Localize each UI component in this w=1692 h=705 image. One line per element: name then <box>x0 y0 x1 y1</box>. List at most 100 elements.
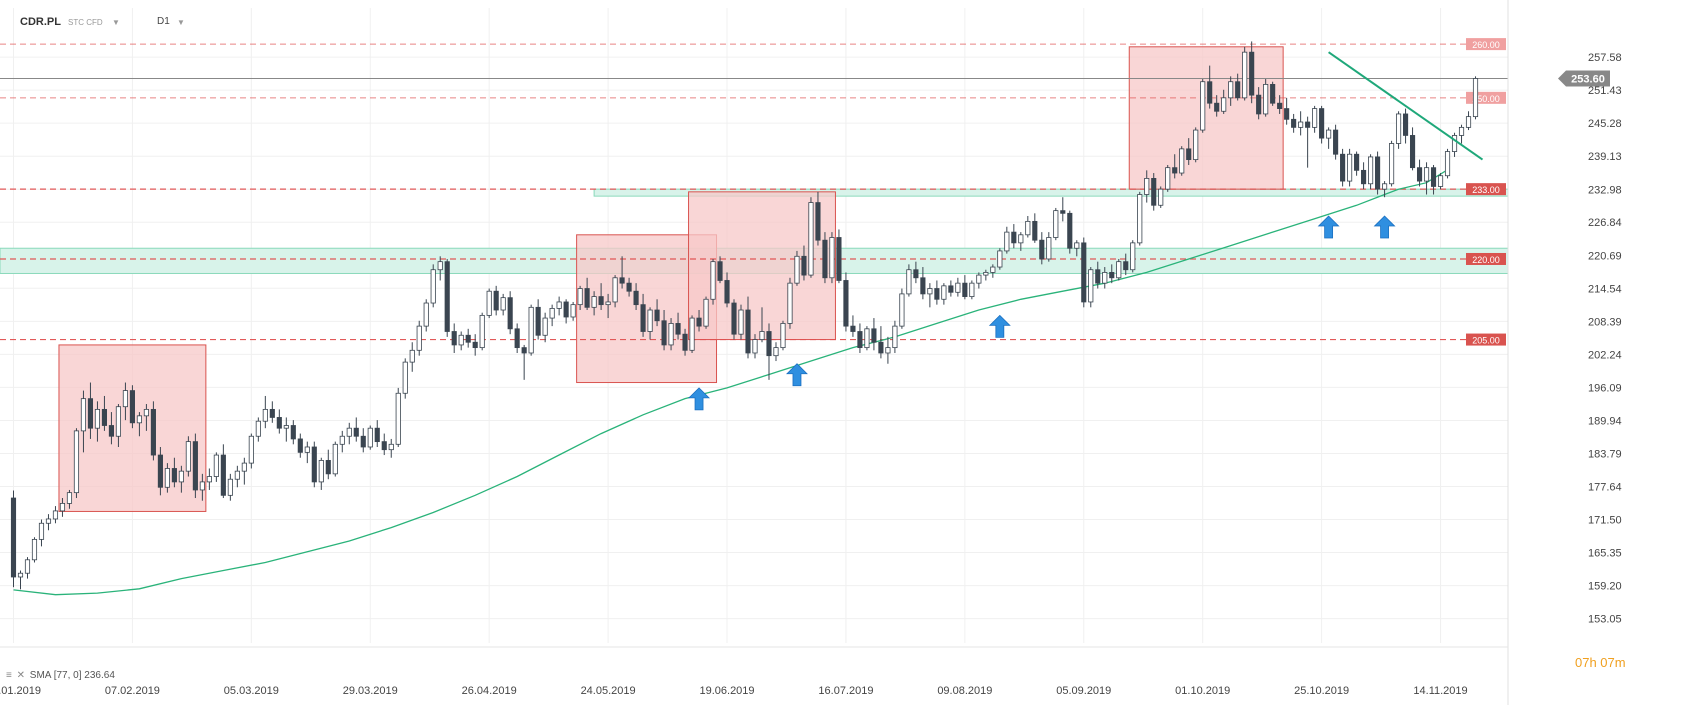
indicator-settings-icon[interactable]: ≡ <box>6 670 12 681</box>
candle-bull <box>1451 135 1458 152</box>
candle-bear <box>290 425 296 440</box>
y-tick-label: 165.35 <box>1588 548 1622 560</box>
x-tick-label: 05.03.2019 <box>224 685 279 697</box>
candle-bull <box>577 288 583 306</box>
candle-bear <box>948 285 954 293</box>
candle-bear <box>584 288 590 308</box>
candle-bull <box>1382 183 1388 190</box>
candle-bull <box>1423 167 1430 182</box>
candle-bear <box>1095 269 1101 284</box>
candle-bear <box>843 280 849 327</box>
candle-bull <box>752 339 758 354</box>
candle-bull <box>710 261 716 300</box>
candle-bull <box>892 325 898 349</box>
timeframe-selector[interactable]: D1 <box>157 16 170 27</box>
candle-bull <box>976 274 982 284</box>
up-arrow-icon <box>688 387 711 411</box>
candle-bear <box>878 341 884 354</box>
candle-bear <box>1032 220 1038 241</box>
candle-bull <box>248 435 254 464</box>
candle-bear <box>465 334 471 343</box>
candle-bull <box>122 390 128 408</box>
up-arrow-icon <box>1373 215 1396 239</box>
candle-bear <box>360 435 366 448</box>
chevron-down-icon[interactable]: ▼ <box>177 18 185 27</box>
candle-bull <box>227 478 233 496</box>
candle-bull <box>213 454 219 477</box>
candle-bear <box>626 282 632 292</box>
candle-bear <box>374 427 380 443</box>
symbol-label[interactable]: CDR.PL <box>20 16 61 28</box>
x-tick-label: 07.02.2019 <box>105 685 160 697</box>
candle-bear <box>1060 210 1066 214</box>
candle-bear <box>451 331 457 346</box>
candle-bull <box>703 298 709 327</box>
candle-bull <box>1298 121 1304 128</box>
candle-bear <box>1291 118 1297 128</box>
candle-bull <box>556 301 562 309</box>
candle-bear <box>276 417 282 429</box>
indicator-label[interactable]: ≡ ✕ SMA [77, 0] 236.64 <box>6 670 115 681</box>
candle-bull <box>199 481 205 491</box>
candle-bull <box>612 277 618 303</box>
candle-bear <box>507 297 513 330</box>
candle-bear <box>269 408 275 418</box>
candle-bull <box>1458 126 1465 136</box>
candle-bull <box>787 282 793 324</box>
level-tag-label: 205.00 <box>1472 336 1500 346</box>
current-price-label: 253.60 <box>1571 73 1605 85</box>
candle-bull <box>52 510 59 520</box>
candle-bull <box>983 272 989 276</box>
candle-bull <box>927 288 933 295</box>
candle-bear <box>766 331 772 357</box>
x-tick-label: 19.06.2019 <box>699 685 754 697</box>
candle-bull <box>94 408 101 429</box>
candle-bull <box>864 328 870 349</box>
candle-bear <box>1354 153 1360 171</box>
candle-bear <box>297 438 303 453</box>
candle-bull <box>605 301 611 306</box>
candle-bull <box>17 572 24 578</box>
candle-bull <box>388 443 394 451</box>
candle-bull <box>178 470 184 483</box>
candle-bear <box>220 454 226 496</box>
candle-bull <box>304 446 310 453</box>
candle-bull <box>241 462 247 472</box>
candle-bull <box>906 269 912 295</box>
y-tick-label: 245.28 <box>1588 118 1622 130</box>
y-tick-label: 232.98 <box>1588 184 1622 196</box>
indicator-name: SMA <box>29 670 51 681</box>
candle-bull <box>423 302 429 327</box>
candle-bear <box>822 239 828 279</box>
candle-bull <box>1088 269 1094 303</box>
candle-bull <box>759 331 765 340</box>
candle-bull <box>689 317 695 351</box>
candle-bull <box>115 406 121 437</box>
candle-bear <box>171 468 177 483</box>
close-icon[interactable]: ✕ <box>16 670 26 681</box>
candle-bull <box>1046 237 1052 260</box>
candle-bear <box>836 237 842 281</box>
x-tick-label: 29.03.2019 <box>343 685 398 697</box>
candle-bull <box>885 347 891 354</box>
candle-bear <box>129 390 135 424</box>
y-tick-label: 257.58 <box>1588 52 1622 64</box>
y-tick-label: 226.84 <box>1588 217 1622 229</box>
candle-bear <box>696 317 702 327</box>
candle-bull <box>1053 210 1059 238</box>
instrument-type-label[interactable]: STC CFD <box>68 18 103 27</box>
candle-bear <box>871 328 877 343</box>
chevron-down-icon[interactable]: ▼ <box>112 18 120 27</box>
candle-bear <box>1039 239 1045 260</box>
candle-bull <box>549 308 555 319</box>
candle-bull <box>1130 242 1136 271</box>
candle-bull <box>395 392 401 445</box>
candle-bull <box>458 334 464 346</box>
candle-bear <box>381 441 387 451</box>
candle-bear <box>472 341 478 349</box>
candle-bear <box>962 282 968 297</box>
y-tick-label: 202.24 <box>1588 349 1622 361</box>
candle-bull <box>738 309 744 335</box>
candle-bull <box>206 476 212 483</box>
